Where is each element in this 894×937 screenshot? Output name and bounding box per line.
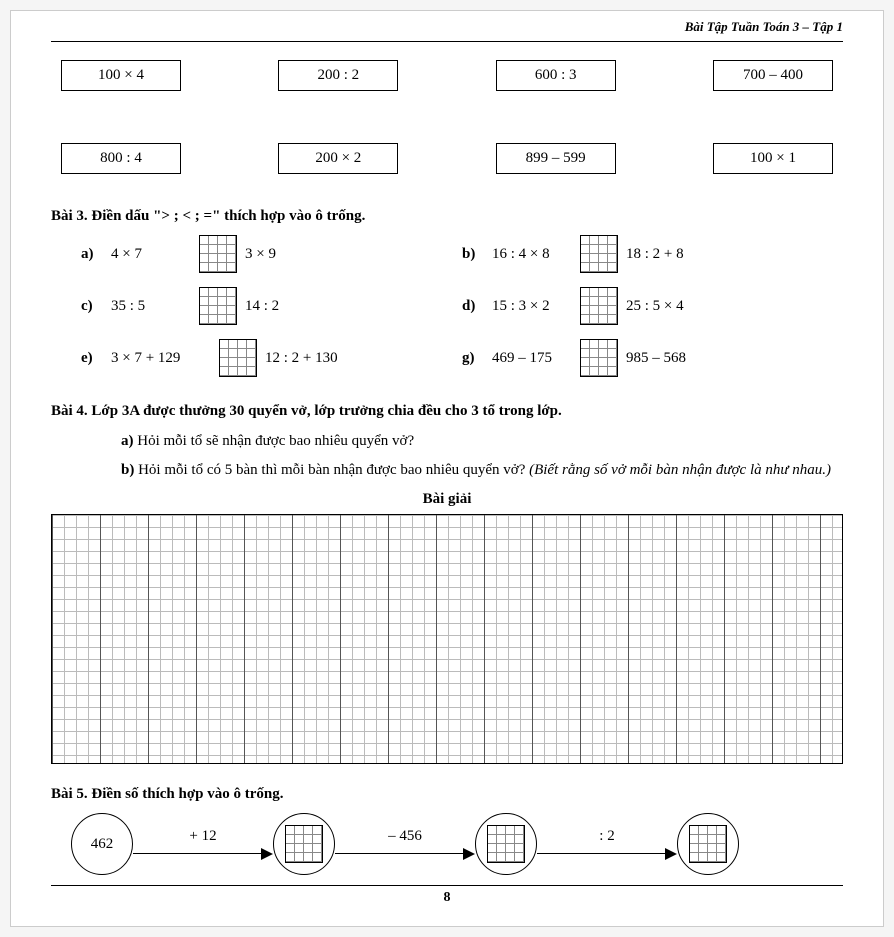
expr-box: 200 : 2 xyxy=(278,60,398,91)
left-expr: 3 × 7 + 129 xyxy=(111,350,211,367)
flow-circle xyxy=(677,813,739,875)
flow-start-circle: 462 xyxy=(71,813,133,875)
bai4-body: a) Hỏi mỗi tổ sẽ nhận được bao nhiêu quy… xyxy=(51,430,843,481)
arrow-icon xyxy=(537,847,677,861)
expr-box: 200 × 2 xyxy=(278,143,398,174)
arrow-label: + 12 xyxy=(189,828,216,845)
expression-row-2: 800 : 4 200 × 2 899 – 599 100 × 1 xyxy=(51,143,843,174)
bai4-title: Bài 4. Lớp 3A được thưởng 30 quyển vở, l… xyxy=(51,403,843,420)
baigiai-label: Bài giải xyxy=(51,491,843,508)
bai4-b-italic: (Biết rằng số vở mỗi bàn nhận được là nh… xyxy=(529,462,831,478)
bai3-grid: a) 4 × 7 3 × 9 b) 16 : 4 × 8 18 : 2 + 8 … xyxy=(51,235,843,377)
arrow-label: – 456 xyxy=(388,828,422,845)
flow-circle xyxy=(273,813,335,875)
flow-start-value: 462 xyxy=(91,836,114,853)
answer-box[interactable] xyxy=(580,235,618,273)
right-expr: 12 : 2 + 130 xyxy=(265,350,365,367)
expr-box: 600 : 3 xyxy=(496,60,616,91)
right-expr: 18 : 2 + 8 xyxy=(626,246,726,263)
item-label: b) xyxy=(462,246,484,263)
right-expr: 25 : 5 × 4 xyxy=(626,298,726,315)
answer-box[interactable] xyxy=(689,825,727,863)
answer-box[interactable] xyxy=(487,825,525,863)
item-label: g) xyxy=(462,350,484,367)
compare-item: d) 15 : 3 × 2 25 : 5 × 4 xyxy=(462,287,843,325)
item-label: c) xyxy=(81,298,103,315)
flow-circle xyxy=(475,813,537,875)
answer-box[interactable] xyxy=(580,339,618,377)
expression-row-1: 100 × 4 200 : 2 600 : 3 700 – 400 xyxy=(51,60,843,91)
left-expr: 15 : 3 × 2 xyxy=(492,298,572,315)
flow-arrow: : 2 xyxy=(537,828,677,861)
left-expr: 469 – 175 xyxy=(492,350,572,367)
item-label: a) xyxy=(81,246,103,263)
arrow-icon xyxy=(335,847,475,861)
compare-item: a) 4 × 7 3 × 9 xyxy=(81,235,462,273)
answer-grid[interactable] xyxy=(51,514,843,764)
right-expr: 985 – 568 xyxy=(626,350,726,367)
bai4-b-text: Hỏi mỗi tổ có 5 bàn thì mỗi bàn nhận đượ… xyxy=(138,462,525,478)
arrow-icon xyxy=(133,847,273,861)
compare-item: g) 469 – 175 985 – 568 xyxy=(462,339,843,377)
compare-item: e) 3 × 7 + 129 12 : 2 + 130 xyxy=(81,339,462,377)
right-expr: 14 : 2 xyxy=(245,298,345,315)
expr-box: 800 : 4 xyxy=(61,143,181,174)
bai4-a: a) Hỏi mỗi tổ sẽ nhận được bao nhiêu quy… xyxy=(121,430,843,453)
expr-box: 899 – 599 xyxy=(496,143,616,174)
answer-box[interactable] xyxy=(199,235,237,273)
item-label: e) xyxy=(81,350,103,367)
flow-arrow: + 12 xyxy=(133,828,273,861)
answer-box[interactable] xyxy=(580,287,618,325)
bai4-b-label: b) xyxy=(121,462,134,478)
bai4-a-text: Hỏi mỗi tổ sẽ nhận được bao nhiêu quyển … xyxy=(137,433,414,449)
answer-box[interactable] xyxy=(199,287,237,325)
answer-box[interactable] xyxy=(219,339,257,377)
item-label: d) xyxy=(462,298,484,315)
left-expr: 16 : 4 × 8 xyxy=(492,246,572,263)
arrow-label: : 2 xyxy=(599,828,614,845)
expr-box: 700 – 400 xyxy=(713,60,833,91)
compare-item: b) 16 : 4 × 8 18 : 2 + 8 xyxy=(462,235,843,273)
compare-item: c) 35 : 5 14 : 2 xyxy=(81,287,462,325)
bai4-a-label: a) xyxy=(121,433,134,449)
flow-arrow: – 456 xyxy=(335,828,475,861)
expr-box: 100 × 4 xyxy=(61,60,181,91)
page-number: 8 xyxy=(51,885,843,906)
bai4-b: b) Hỏi mỗi tổ có 5 bàn thì mỗi bàn nhận … xyxy=(121,459,843,482)
expr-box: 100 × 1 xyxy=(713,143,833,174)
header-rule xyxy=(51,41,843,42)
left-expr: 35 : 5 xyxy=(111,298,191,315)
bai5-title: Bài 5. Điền số thích hợp vào ô trống. xyxy=(51,786,843,803)
right-expr: 3 × 9 xyxy=(245,246,345,263)
answer-box[interactable] xyxy=(285,825,323,863)
header-title: Bài Tập Tuần Toán 3 – Tập 1 xyxy=(51,19,843,35)
left-expr: 4 × 7 xyxy=(111,246,191,263)
bai5-flow: 462 + 12 – 456 : 2 xyxy=(51,813,843,875)
page: Bài Tập Tuần Toán 3 – Tập 1 100 × 4 200 … xyxy=(10,10,884,927)
bai3-title: Bài 3. Điền dấu "> ; < ; =" thích hợp và… xyxy=(51,208,843,225)
